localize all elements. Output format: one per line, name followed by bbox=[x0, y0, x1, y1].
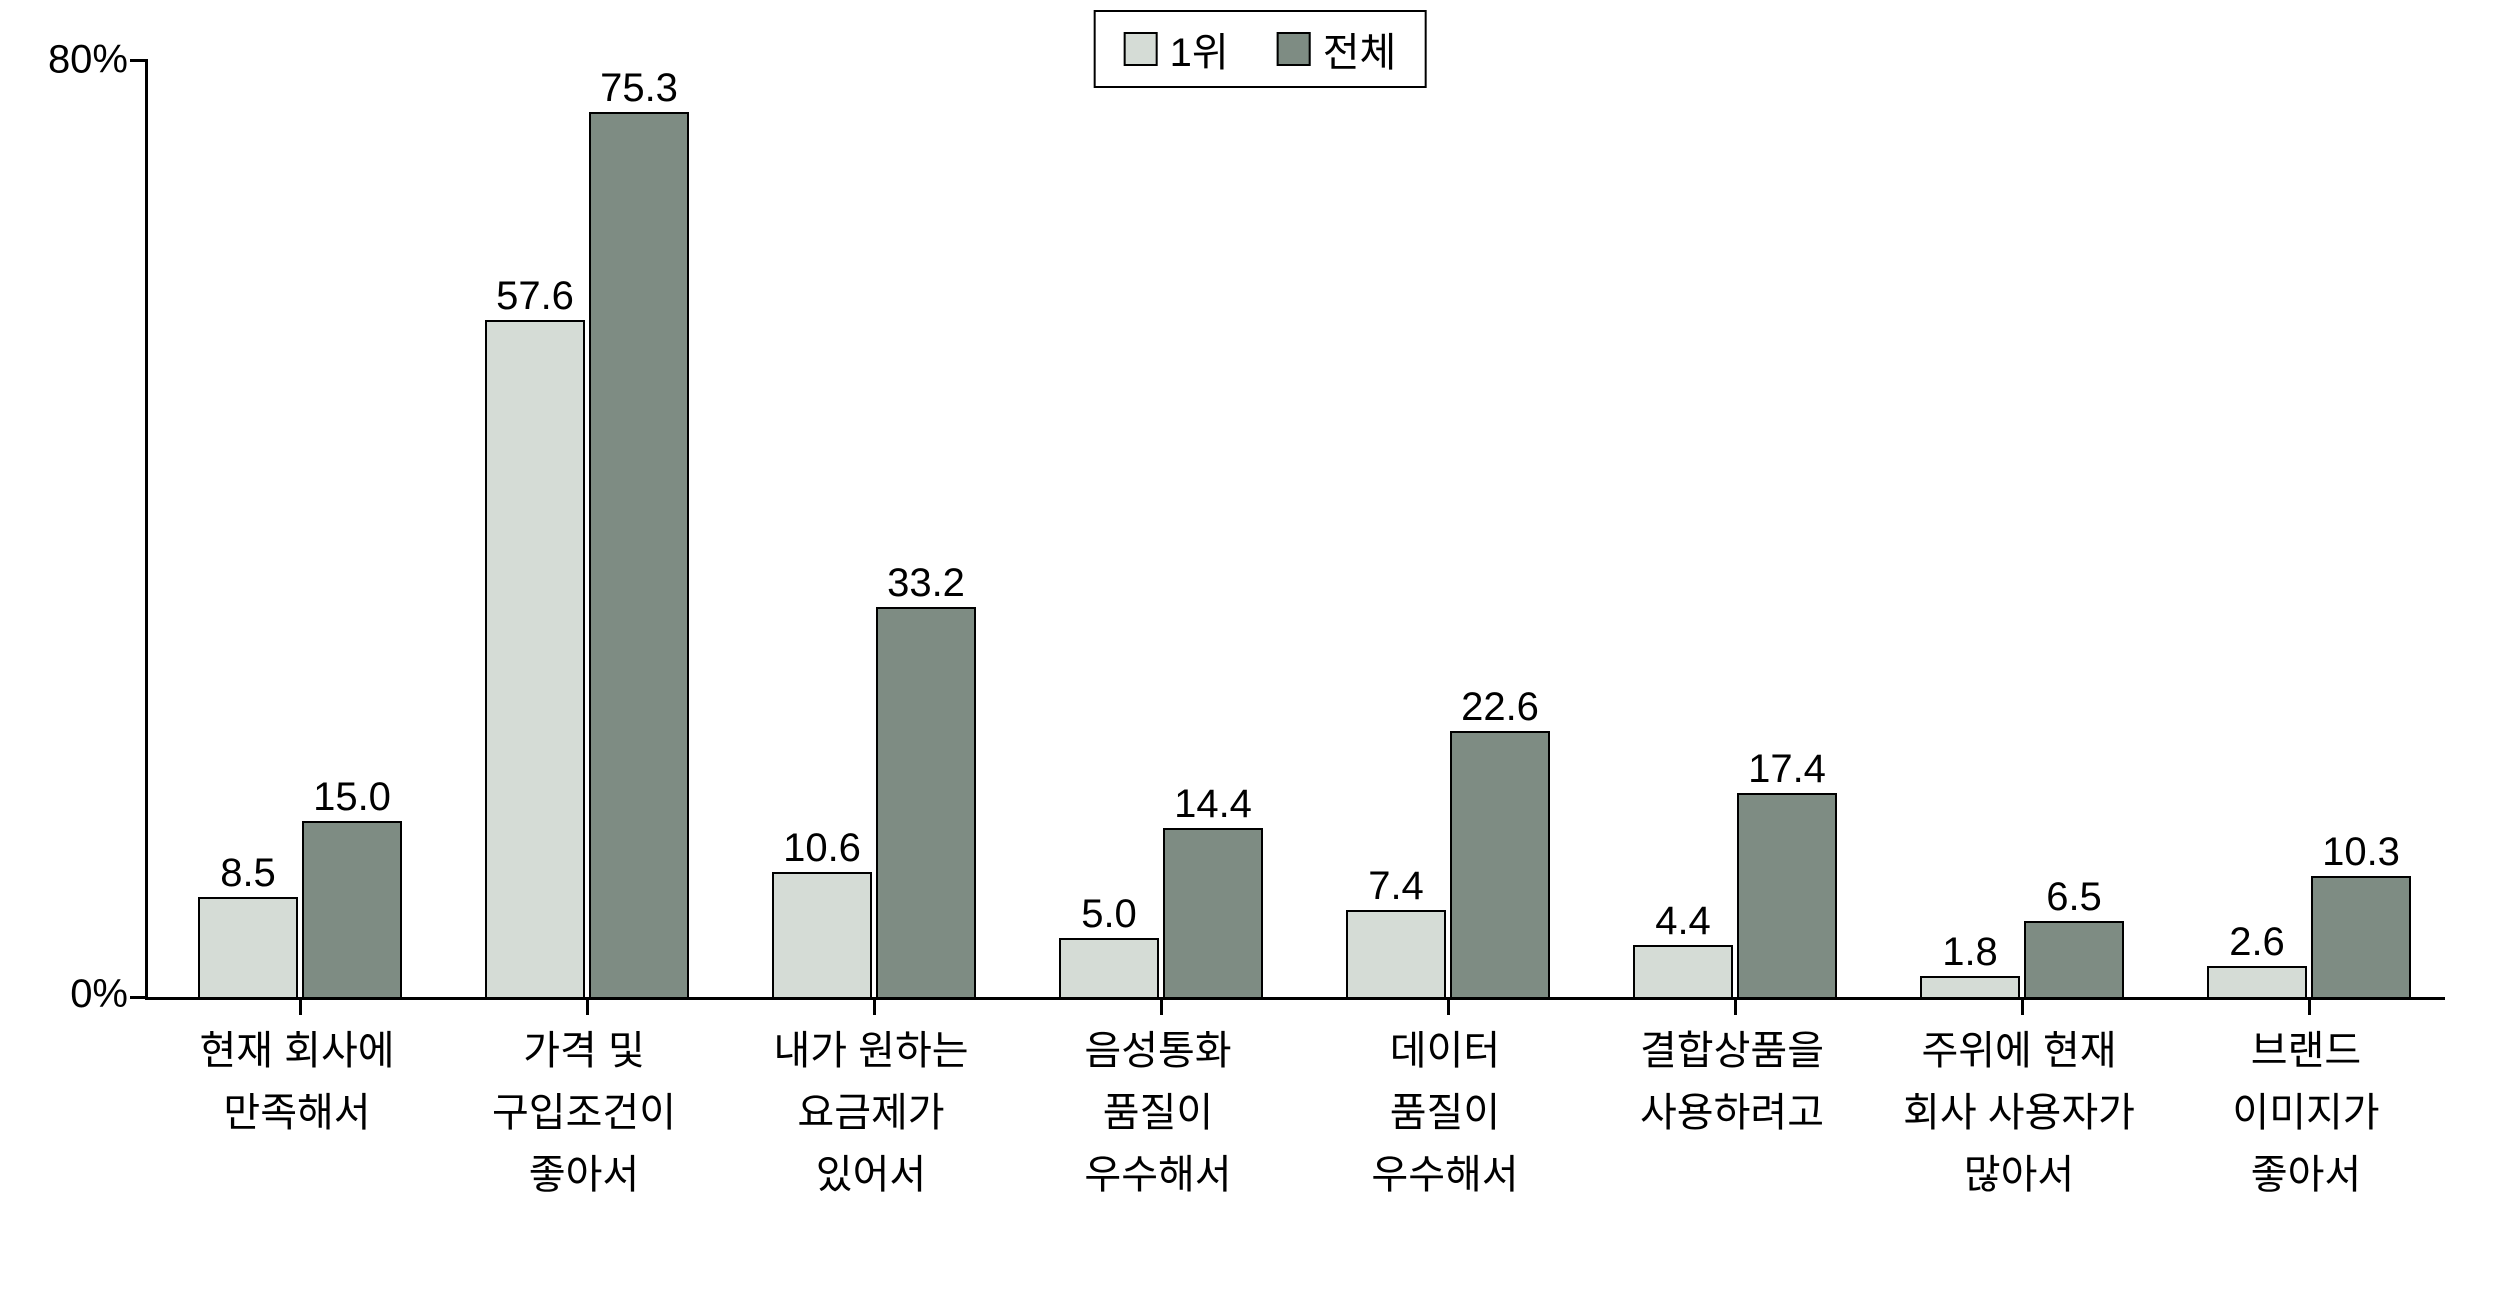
bar: 6.5 bbox=[2024, 921, 2124, 997]
legend-swatch-series-1 bbox=[1124, 32, 1158, 66]
bars-layer: 8.515.057.675.310.633.25.014.47.422.64.4… bbox=[148, 60, 2445, 997]
bar-value-label: 4.4 bbox=[1655, 899, 1711, 944]
legend-item-series-1: 1위 bbox=[1124, 20, 1229, 78]
x-axis-category-label: 결합상품을사용하려고 bbox=[1592, 1020, 1872, 1144]
bar-value-label: 2.6 bbox=[2229, 920, 2285, 965]
x-tick bbox=[1160, 997, 1163, 1015]
bar: 8.5 bbox=[198, 897, 298, 997]
bar-value-label: 57.6 bbox=[496, 274, 574, 319]
legend-swatch-series-2 bbox=[1277, 32, 1311, 66]
bar-value-label: 8.5 bbox=[220, 851, 276, 896]
bar: 57.6 bbox=[485, 320, 585, 997]
bar: 15.0 bbox=[302, 821, 402, 997]
x-axis-category-label: 내가 원하는요금제가있어서 bbox=[731, 1020, 1011, 1206]
chart-legend: 1위 전체 bbox=[1094, 10, 1427, 88]
bar-group: 4.417.4 bbox=[1633, 793, 1837, 997]
bar-value-label: 6.5 bbox=[2046, 875, 2102, 920]
bar: 22.6 bbox=[1450, 731, 1550, 997]
x-axis-category-label: 데이터품질이우수해서 bbox=[1305, 1020, 1585, 1206]
bar-value-label: 7.4 bbox=[1368, 864, 1424, 909]
bar: 10.3 bbox=[2311, 876, 2411, 997]
bar-value-label: 10.6 bbox=[783, 826, 861, 871]
bar: 14.4 bbox=[1163, 828, 1263, 997]
x-axis-category-label: 가격 및구입조건이좋아서 bbox=[444, 1020, 724, 1206]
x-axis-category-label: 주위에 현재회사 사용자가많아서 bbox=[1879, 1020, 2159, 1206]
y-axis-label-min: 0% bbox=[38, 972, 128, 1017]
bar-value-label: 75.3 bbox=[600, 66, 678, 111]
legend-label-series-2: 전체 bbox=[1323, 20, 1397, 78]
y-axis-label-max: 80% bbox=[38, 38, 128, 83]
bar: 17.4 bbox=[1737, 793, 1837, 997]
bar-group: 8.515.0 bbox=[198, 821, 402, 997]
bar: 33.2 bbox=[876, 607, 976, 997]
x-axis-category-label: 현재 회사에만족해서 bbox=[157, 1020, 437, 1144]
x-tick bbox=[2308, 997, 2311, 1015]
bar: 10.6 bbox=[772, 872, 872, 997]
x-tick bbox=[873, 997, 876, 1015]
bar-value-label: 17.4 bbox=[1748, 747, 1826, 792]
x-tick bbox=[299, 997, 302, 1015]
bar-value-label: 22.6 bbox=[1461, 685, 1539, 730]
legend-label-series-1: 1위 bbox=[1170, 20, 1229, 78]
bar-value-label: 33.2 bbox=[887, 561, 965, 606]
bar-group: 2.610.3 bbox=[2207, 876, 2411, 997]
x-tick bbox=[1734, 997, 1737, 1015]
bar-value-label: 1.8 bbox=[1942, 930, 1998, 975]
bar-group: 5.014.4 bbox=[1059, 828, 1263, 997]
bar-value-label: 14.4 bbox=[1174, 782, 1252, 827]
bar: 1.8 bbox=[1920, 976, 2020, 997]
bar-group: 7.422.6 bbox=[1346, 731, 1550, 997]
bar: 5.0 bbox=[1059, 938, 1159, 997]
x-tick bbox=[586, 997, 589, 1015]
bar-group: 1.86.5 bbox=[1920, 921, 2124, 997]
y-tick-max bbox=[130, 59, 148, 62]
bar: 75.3 bbox=[589, 112, 689, 997]
x-axis-category-label: 음성통화품질이우수해서 bbox=[1018, 1020, 1298, 1206]
bar-value-label: 15.0 bbox=[313, 775, 391, 820]
bar-group: 10.633.2 bbox=[772, 607, 976, 997]
x-tick bbox=[2021, 997, 2024, 1015]
y-tick-min bbox=[130, 996, 148, 999]
bar-value-label: 5.0 bbox=[1081, 892, 1137, 937]
x-axis-category-label: 브랜드이미지가좋아서 bbox=[2166, 1020, 2446, 1206]
bar: 4.4 bbox=[1633, 945, 1733, 997]
bar: 2.6 bbox=[2207, 966, 2307, 997]
chart-container: 1위 전체 0% 80% 8.515.057.675.310.633.25.01… bbox=[50, 10, 2470, 1300]
bar-value-label: 10.3 bbox=[2322, 830, 2400, 875]
plot-area: 0% 80% 8.515.057.675.310.633.25.014.47.4… bbox=[145, 60, 2445, 1000]
bar: 7.4 bbox=[1346, 910, 1446, 997]
x-tick bbox=[1447, 997, 1450, 1015]
legend-item-series-2: 전체 bbox=[1277, 20, 1397, 78]
bar-group: 57.675.3 bbox=[485, 112, 689, 997]
